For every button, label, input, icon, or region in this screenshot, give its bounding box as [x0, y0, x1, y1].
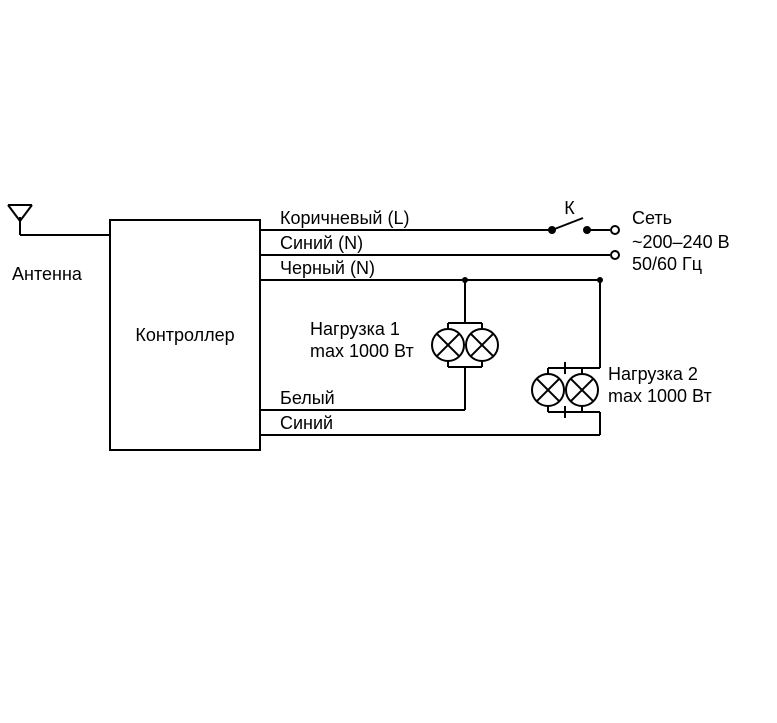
wire-label-black: Черный (N) — [280, 258, 375, 278]
switch-k — [549, 218, 590, 233]
wire-label-brown: Коричневый (L) — [280, 208, 409, 228]
switch-label: К — [564, 198, 575, 218]
wire-label-blue_n: Синий (N) — [280, 233, 363, 253]
mains-line3: 50/60 Гц — [632, 254, 702, 274]
load1-sub: max 1000 Вт — [310, 341, 414, 361]
wire-label-blue: Синий — [280, 413, 333, 433]
load2-title: Нагрузка 2 — [608, 364, 698, 384]
controller-label: Контроллер — [135, 325, 234, 345]
wire-label-white: Белый — [280, 388, 335, 408]
mains-terminals — [611, 226, 619, 259]
wiring-diagram: Контроллер Антенна Коричневый (L) Синий (… — [0, 0, 777, 723]
load2-sub: max 1000 Вт — [608, 386, 712, 406]
antenna-symbol — [8, 205, 32, 235]
load1-lamps — [432, 317, 498, 373]
antenna-label: Антенна — [12, 264, 83, 284]
load1-title: Нагрузка 1 — [310, 319, 400, 339]
mains-line1: Сеть — [632, 208, 672, 228]
mains-line2: ~200–240 В — [632, 232, 730, 252]
